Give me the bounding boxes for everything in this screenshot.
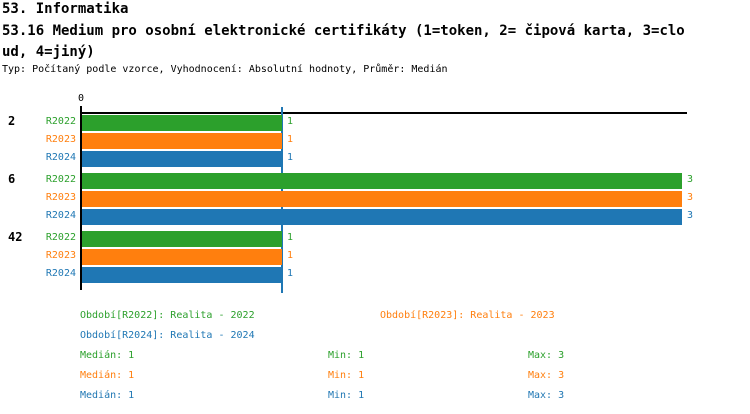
section-title: 53. Informatika [2, 1, 129, 17]
legend-item: Období[R2024]: Realita - 2024 [80, 330, 255, 341]
bar-value-label: 3 [687, 210, 694, 221]
bar-row-label: R2022 [45, 174, 76, 185]
bar [82, 191, 682, 207]
bar-value-label: 1 [287, 134, 294, 145]
stat-max: Max: 3 [528, 390, 565, 401]
stat-max: Max: 3 [528, 370, 565, 381]
group-label: 42 [8, 230, 23, 244]
bar-value-label: 1 [287, 152, 294, 163]
bar [82, 231, 282, 247]
bar-value-label: 1 [287, 232, 294, 243]
stat-min: Min: 1 [328, 370, 365, 381]
bar-value-label: 3 [687, 192, 694, 203]
x-axis-line [81, 112, 687, 114]
bar-row-label: R2024 [45, 268, 76, 279]
bar [82, 209, 682, 225]
bar-row-label: R2022 [45, 232, 76, 243]
stat-max: Max: 3 [528, 350, 565, 361]
bar-value-label: 1 [287, 250, 294, 261]
chart-meta-info: Typ: Počítaný podle vzorce, Vyhodnocení:… [2, 64, 448, 75]
stat-median: Medián: 1 [80, 350, 135, 361]
stat-median: Medián: 1 [80, 390, 135, 401]
bar-row-label: R2023 [45, 250, 76, 261]
group-label: 6 [8, 172, 16, 186]
bar-row-label: R2023 [45, 134, 76, 145]
stat-min: Min: 1 [328, 390, 365, 401]
x-axis-tick-label-0: 0 [77, 93, 85, 104]
stat-min: Min: 1 [328, 350, 365, 361]
bar [82, 151, 282, 167]
bar [82, 133, 282, 149]
bar-value-label: 1 [287, 116, 294, 127]
bar-row-label: R2023 [45, 192, 76, 203]
bar-value-label: 3 [687, 174, 694, 185]
bar [82, 115, 282, 131]
bar-value-label: 1 [287, 268, 294, 279]
group-label: 2 [8, 114, 16, 128]
bar-row-label: R2024 [45, 210, 76, 221]
y-axis-line [80, 106, 82, 290]
bar-row-label: R2022 [45, 116, 76, 127]
bar-row-label: R2024 [45, 152, 76, 163]
legend-item: Období[R2022]: Realita - 2022 [80, 310, 255, 321]
bar [82, 249, 282, 265]
question-title-line1: 53.16 Medium pro osobní elektronické cer… [2, 23, 685, 39]
stat-median: Medián: 1 [80, 370, 135, 381]
legend-item: Období[R2023]: Realita - 2023 [380, 310, 555, 321]
question-title-line2: ud, 4=jiný) [2, 44, 95, 60]
bar [82, 267, 282, 283]
bar [82, 173, 682, 189]
